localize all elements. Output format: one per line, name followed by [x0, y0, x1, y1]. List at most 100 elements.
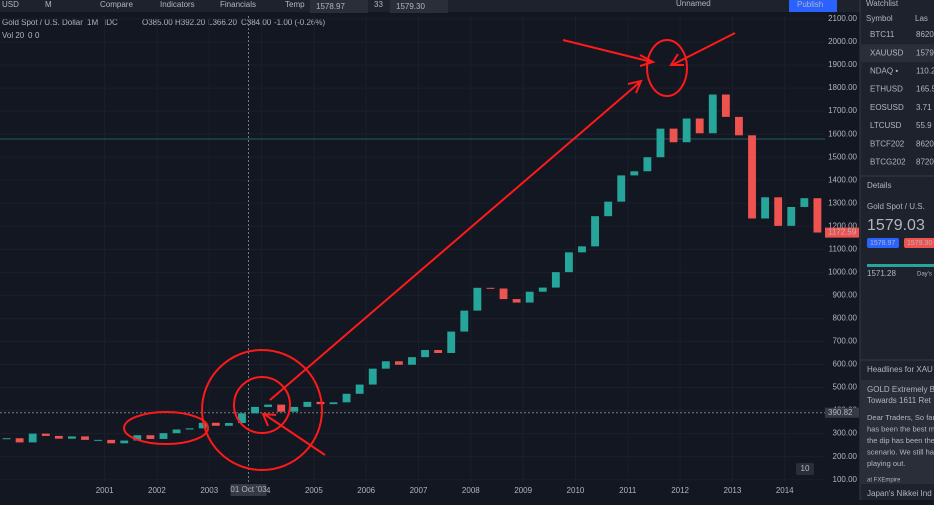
- y-tick-label: 500.00: [833, 383, 858, 392]
- candle: [172, 429, 181, 434]
- annotation-arrow: [562, 39, 656, 67]
- candle: [617, 175, 626, 202]
- candle: [185, 428, 194, 430]
- legend-low: L366.20: [208, 18, 237, 27]
- row-symbol: BTC11: [870, 30, 895, 39]
- candle: [107, 439, 116, 444]
- legend-vol-b: 0: [35, 31, 40, 40]
- toolbar-compare[interactable]: Compare: [100, 0, 133, 9]
- x-tick-label: 2005: [305, 486, 323, 495]
- toolbar-symbol[interactable]: USD: [2, 0, 19, 9]
- legend-close: C384.00: [241, 18, 272, 27]
- row-last: 8720: [916, 158, 934, 167]
- candle: [264, 404, 273, 407]
- y-tick-label: 100.00: [833, 475, 858, 484]
- annotation-circle: [233, 376, 291, 434]
- toolbar-interval[interactable]: M: [45, 0, 52, 9]
- candle: [630, 171, 639, 176]
- candle: [499, 288, 508, 300]
- x-tick-label: 2010: [567, 486, 585, 495]
- row-symbol: ETHUSD: [870, 85, 903, 94]
- row-highlight: [861, 44, 934, 63]
- bid-badge: [867, 238, 899, 248]
- row-last: 1579.0: [916, 48, 934, 57]
- candle: [813, 198, 822, 233]
- annotation-ellipse: [123, 411, 209, 445]
- details-range: Day's: [917, 272, 932, 278]
- candle: [669, 128, 678, 143]
- candle: [656, 128, 665, 158]
- y-tick-label: 700.00: [833, 337, 858, 346]
- candle: [146, 435, 155, 439]
- publish-button[interactable]: [789, 0, 837, 12]
- candle: [708, 94, 717, 134]
- legend-vol-a: 0: [28, 31, 33, 40]
- legend-open: O385.00: [142, 18, 173, 27]
- candle: [604, 201, 613, 217]
- candle: [68, 436, 76, 439]
- ask-box[interactable]: [390, 0, 448, 13]
- annotation-ellipse: [646, 39, 688, 97]
- candle: [578, 246, 586, 253]
- next-headline: Japan's Nikkei Ind: [867, 489, 932, 498]
- toolbar-ask: 1579.30: [396, 2, 425, 11]
- publish-label: Publish: [797, 0, 823, 9]
- candle: [538, 287, 547, 292]
- candle: [316, 401, 325, 405]
- row-symbol: XAUUSD: [870, 48, 904, 57]
- annotation-arrow: [669, 32, 736, 66]
- candle: [2, 438, 11, 440]
- headline-body: the dip has been the: [867, 436, 934, 445]
- headline: GOLD Extremely B: [867, 385, 934, 394]
- y-tick-label: 1200.00: [828, 221, 857, 230]
- candle: [198, 422, 207, 429]
- details-price: 1579.03: [867, 217, 925, 234]
- toolbar-financials[interactable]: Financials: [220, 0, 256, 9]
- candle: [251, 406, 259, 414]
- y-tick-label: 1400.00: [828, 175, 857, 184]
- x-tick-label: 2007: [410, 486, 428, 495]
- x-tick-label: 2006: [357, 486, 375, 495]
- watchlist-title: Watchlist: [866, 0, 899, 8]
- toolbar-spread: 33: [374, 0, 383, 9]
- row-symbol: BTCF202: [870, 139, 905, 148]
- x-tick-label: 2002: [148, 486, 166, 495]
- toolbar-bid: 1578.97: [316, 2, 345, 11]
- headline: Towards 1611 Ret: [867, 396, 932, 405]
- toolbar-indicators[interactable]: Indicators: [160, 0, 195, 9]
- bid-box[interactable]: [310, 0, 368, 13]
- row-symbol: EOSUSD: [870, 103, 904, 112]
- x-tick-label: 2014: [776, 486, 794, 495]
- details-ask: 1579.30: [907, 240, 932, 247]
- candle: [159, 433, 168, 439]
- toolbar-templates[interactable]: Temp: [285, 0, 305, 9]
- candle: [447, 331, 456, 354]
- ask-badge: [904, 238, 934, 248]
- badge-box: [796, 463, 814, 475]
- y-tick-label: 1100.00: [829, 244, 858, 253]
- candle: [408, 357, 416, 365]
- candle: [54, 435, 63, 439]
- candle: [28, 433, 37, 443]
- row-last: 55.9: [916, 121, 932, 130]
- y-tick-label: 2000.00: [828, 37, 857, 46]
- candle: [434, 350, 443, 354]
- y-tick-label: 800.00: [833, 314, 858, 323]
- price-axis: [825, 12, 860, 500]
- legend-source: IDC: [104, 18, 118, 27]
- row-symbol: BTCG202: [870, 158, 906, 167]
- toolbar-layout[interactable]: Unnamed: [676, 0, 711, 8]
- details-bid: 1578.97: [870, 240, 895, 247]
- row-symbol: LTCUSD: [870, 121, 902, 130]
- date-badge: [230, 484, 267, 496]
- legend-high: H392.20: [175, 18, 206, 27]
- candle: [512, 299, 521, 303]
- last-price-label: 1172.59: [828, 228, 857, 237]
- row-symbol: NDAQ •: [870, 67, 898, 76]
- headlines-title: Headlines for XAU: [867, 365, 933, 374]
- y-tick-label: 900.00: [833, 291, 858, 300]
- y-tick-label: 1800.00: [828, 83, 857, 92]
- y-tick-label: 2100.00: [828, 14, 857, 23]
